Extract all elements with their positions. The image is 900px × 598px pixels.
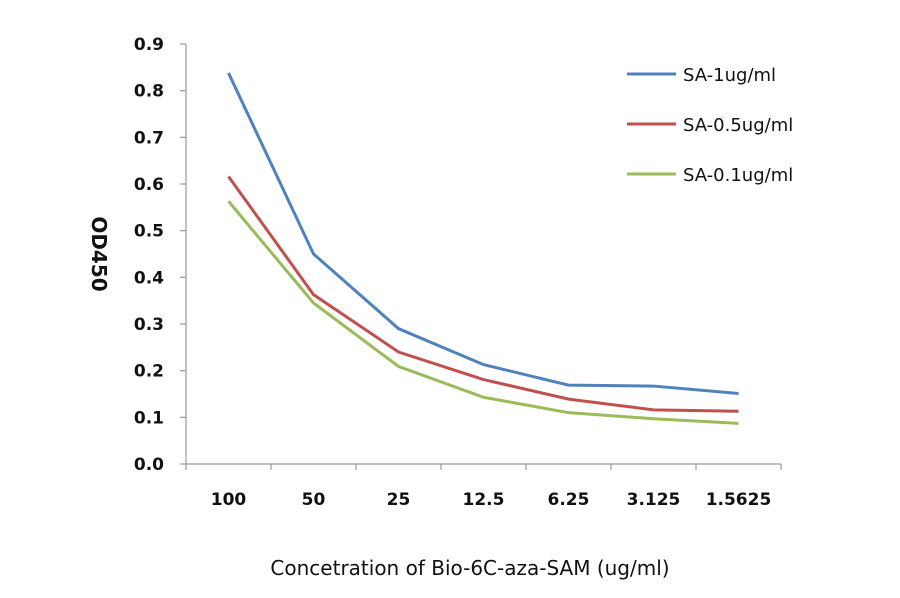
y-tick-label: 0.9 bbox=[134, 35, 164, 55]
series-line-0 bbox=[227, 72, 739, 396]
series-lines bbox=[227, 72, 739, 425]
x-axis-label: Concetration of Bio-6C-aza-SAM (ug/ml) bbox=[270, 556, 669, 580]
x-tick-label: 100 bbox=[211, 490, 247, 510]
y-tick-label: 0.1 bbox=[134, 408, 164, 428]
x-tick-label: 3.125 bbox=[627, 490, 681, 510]
x-tick-label: 6.25 bbox=[548, 490, 590, 510]
y-tick-label: 0.2 bbox=[134, 362, 164, 382]
y-tick-label: 0.3 bbox=[134, 315, 164, 335]
x-tick-labels: 100 50 25 12.5 6.25 3.125 1.5625 bbox=[211, 490, 772, 510]
y-tick-label: 0.4 bbox=[134, 268, 164, 288]
y-axis-label: OD450 bbox=[87, 216, 111, 291]
x-tick-label: 1.5625 bbox=[706, 490, 772, 510]
axes bbox=[180, 43, 782, 470]
x-tick-label: 25 bbox=[387, 490, 411, 510]
x-tick-label: 50 bbox=[302, 490, 326, 510]
legend-label: SA-0.5ug/ml bbox=[683, 115, 793, 136]
x-tick-label: 12.5 bbox=[463, 490, 505, 510]
legend-label: SA-0.1ug/ml bbox=[683, 165, 793, 186]
y-tick-label: 0.5 bbox=[134, 222, 164, 242]
y-tick-labels: 0.0 0.1 0.2 0.3 0.4 0.5 0.6 0.7 0.8 0.9 bbox=[134, 35, 164, 475]
y-tick-label: 0.8 bbox=[134, 82, 164, 102]
y-tick-label: 0.7 bbox=[134, 128, 164, 148]
legend: SA-1ug/ml SA-0.5ug/ml SA-0.1ug/ml bbox=[627, 65, 793, 186]
y-tick-label: 0.6 bbox=[134, 175, 164, 195]
series-line-1 bbox=[227, 175, 739, 413]
series-line-2 bbox=[227, 200, 739, 425]
y-tick-label: 0.0 bbox=[134, 455, 164, 475]
legend-label: SA-1ug/ml bbox=[683, 65, 776, 86]
